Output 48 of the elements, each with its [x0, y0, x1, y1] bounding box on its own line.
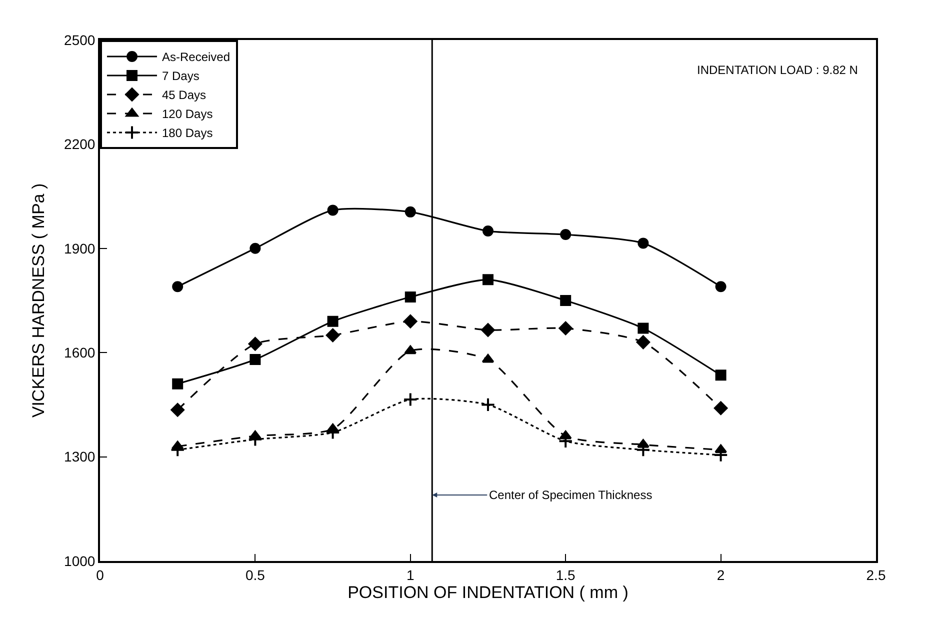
point [715, 281, 726, 292]
point [326, 328, 340, 342]
point [404, 292, 416, 303]
point [480, 397, 496, 412]
point [560, 295, 572, 306]
point [481, 323, 495, 337]
x-tick-label: 0.5 [245, 566, 266, 583]
legend-label: 45 Days [162, 88, 206, 102]
x-tick-label: 2.5 [866, 566, 886, 583]
y-tick-label: 1900 [64, 240, 96, 256]
annotation: INDENTATION LOAD : 9.82 N [697, 63, 858, 77]
point [250, 354, 261, 366]
ref-line-label: Center of Specimen Thickness [489, 488, 652, 502]
point [714, 401, 728, 416]
point [638, 238, 649, 249]
point [404, 314, 418, 328]
point [403, 392, 418, 407]
point [172, 378, 184, 390]
point [170, 403, 184, 417]
y-tick-label: 2200 [64, 136, 96, 152]
legend-label: As-Received [162, 50, 230, 64]
point [482, 274, 494, 286]
point [250, 242, 261, 254]
point [482, 226, 494, 237]
y-tick-label: 1300 [64, 448, 96, 465]
point [715, 370, 726, 381]
point [558, 321, 572, 336]
x-tick-label: 0 [96, 566, 104, 583]
point [327, 204, 338, 216]
point [404, 206, 416, 218]
legend-label: 180 Days [162, 126, 213, 140]
y-tick-label: 2500 [64, 32, 96, 48]
y-axis-title: VICKERS HARDNESS ( MPa ) [29, 183, 48, 418]
point [248, 337, 262, 351]
x-tick-label: 2 [716, 566, 725, 583]
point [638, 322, 649, 334]
point [560, 229, 572, 240]
y-tick-label: 1000 [64, 552, 96, 569]
point [636, 335, 650, 350]
legend-label: 7 Days [162, 69, 200, 84]
y-tick-label: 1600 [64, 344, 96, 360]
x-axis-title: POSITION OF INDENTATION ( mm ) [348, 582, 628, 602]
legend-label: 120 Days [162, 107, 213, 122]
point [172, 281, 184, 292]
point [404, 345, 417, 354]
point [327, 316, 338, 327]
x-tick-label: 1.5 [556, 566, 576, 583]
x-tick-label: 1 [406, 566, 414, 583]
